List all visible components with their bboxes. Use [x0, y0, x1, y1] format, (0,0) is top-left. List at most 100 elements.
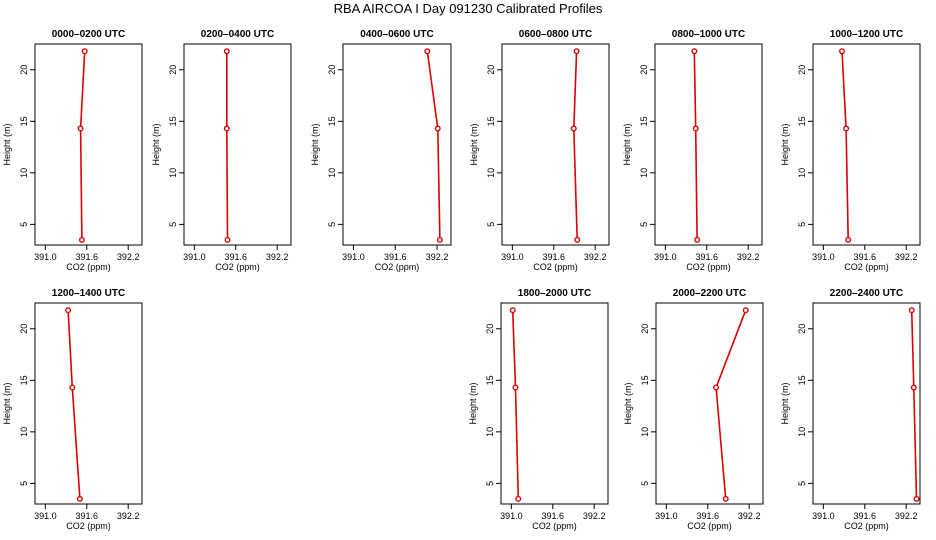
y-axis-label: Height (m) — [623, 382, 633, 424]
series-line — [67, 310, 81, 499]
data-point — [509, 307, 516, 314]
x-tick-label: 391.6 — [76, 252, 99, 262]
x-tick-label: 391.6 — [542, 511, 565, 521]
y-axis-label: Height (m) — [468, 382, 478, 424]
plot-frame — [655, 302, 764, 505]
y-tick-label: 15 — [640, 375, 650, 385]
plot-frame — [34, 43, 143, 246]
y-tick-label: 15 — [485, 375, 495, 385]
data-point — [512, 384, 519, 391]
x-tick-label: 391.0 — [655, 511, 678, 521]
y-tick-label: 15 — [797, 116, 807, 126]
x-tick-label: 391.6 — [384, 252, 407, 262]
plot-frame — [500, 302, 609, 505]
x-tick-label: 391.6 — [854, 252, 877, 262]
series-line — [79, 51, 86, 240]
y-tick-label: 10 — [327, 168, 337, 178]
x-tick-label: 391.6 — [696, 252, 719, 262]
x-tick-label: 391.6 — [697, 511, 720, 521]
panel-6: 1000–1200 UTC 391.0 391.6 392.2 5 10 15 20 CO2 (… — [780, 29, 921, 272]
y-tick-label: 15 — [327, 116, 337, 126]
x-tick-label: 391.6 — [225, 252, 248, 262]
panel-title: 0400–0600 UTC — [360, 29, 433, 40]
plot-frame — [654, 43, 763, 246]
y-tick-label: 5 — [486, 222, 496, 227]
series-line — [511, 310, 520, 499]
y-tick-label: 15 — [797, 375, 807, 385]
plot-frame — [812, 302, 921, 505]
panel-5: 0800–1000 UTC 391.0 391.6 392.2 5 10 15 20 CO2 (… — [622, 29, 763, 272]
data-point — [76, 495, 83, 502]
panel-title: 0000–0200 UTC — [52, 29, 125, 40]
data-point — [436, 236, 443, 243]
plot-frame — [342, 43, 452, 246]
data-point — [69, 384, 76, 391]
data-point — [910, 384, 917, 391]
y-tick-label: 15 — [639, 116, 649, 126]
data-point — [78, 236, 85, 243]
y-axis-label: Height (m) — [469, 123, 479, 165]
panel-10: 2200–2400 UTC 391.0 391.6 392.2 5 10 15 20 CO2 (… — [780, 288, 921, 531]
y-tick-label: 20 — [485, 324, 495, 334]
y-tick-label: 20 — [19, 324, 29, 334]
y-axis-label: Height (m) — [780, 382, 790, 424]
y-tick-label: 15 — [19, 375, 29, 385]
data-point — [713, 384, 720, 391]
x-tick-label: 391.0 — [183, 252, 206, 262]
data-point — [742, 307, 749, 314]
data-point — [913, 495, 920, 502]
y-tick-label: 20 — [486, 65, 496, 75]
x-tick-label: 391.0 — [34, 511, 57, 521]
series-line — [572, 51, 578, 240]
x-tick-label: 392.2 — [426, 252, 449, 262]
x-tick-label: 392.2 — [117, 511, 140, 521]
y-tick-label: 20 — [797, 324, 807, 334]
x-axis-label: CO2 (ppm) — [687, 521, 732, 531]
y-tick-label: 5 — [797, 481, 807, 486]
y-tick-label: 5 — [19, 481, 29, 486]
data-point — [692, 125, 699, 132]
x-tick-label: 391.6 — [854, 511, 877, 521]
y-tick-label: 5 — [168, 222, 178, 227]
x-tick-label: 391.0 — [500, 511, 523, 521]
panels: 0000–0200 UTC 391.0 391.6 392.2 5 10 15 20 CO2 (… — [2, 29, 921, 531]
panel-title: 1000–1200 UTC — [830, 29, 903, 40]
y-tick-label: 15 — [486, 116, 496, 126]
y-tick-label: 5 — [797, 222, 807, 227]
data-point — [838, 48, 845, 55]
panel-4: 0600–0800 UTC 391.0 391.6 392.2 5 10 15 20 CO2 (… — [469, 29, 610, 272]
panel-title: 1800–2000 UTC — [518, 288, 591, 299]
data-point — [573, 48, 580, 55]
figure-title: RBA AIRCOA I Day 091230 Calibrated Profi… — [334, 1, 603, 16]
series-line — [715, 309, 747, 499]
plot-frame — [183, 43, 292, 246]
y-tick-label: 20 — [168, 65, 178, 75]
panel-title: 1200–1400 UTC — [52, 288, 125, 299]
data-point — [65, 307, 72, 314]
data-point — [843, 125, 850, 132]
y-tick-label: 15 — [19, 116, 29, 126]
series-line — [426, 51, 441, 240]
panel-title: 0600–0800 UTC — [519, 29, 592, 40]
y-tick-label: 10 — [485, 427, 495, 437]
x-tick-label: 391.6 — [76, 511, 99, 521]
data-point — [722, 495, 729, 502]
x-axis-label: CO2 (ppm) — [532, 521, 577, 531]
panel-3: 0400–0600 UTC 391.0 391.6 392.2 5 10 15 20 CO2 (… — [310, 29, 452, 272]
data-point — [694, 236, 701, 243]
data-point — [908, 307, 915, 314]
x-tick-label: 391.0 — [501, 252, 524, 262]
y-tick-label: 5 — [639, 222, 649, 227]
series-line — [841, 51, 849, 240]
panel-2: 0200–0400 UTC 391.0 391.6 392.2 5 10 15 20 CO2 (… — [151, 29, 292, 272]
y-tick-label: 10 — [640, 427, 650, 437]
x-axis-label: CO2 (ppm) — [686, 262, 731, 272]
data-point — [434, 125, 441, 132]
data-point — [691, 48, 698, 55]
y-tick-label: 10 — [486, 168, 496, 178]
y-tick-label: 10 — [797, 427, 807, 437]
data-point — [81, 48, 88, 55]
y-axis-label: Height (m) — [622, 123, 632, 165]
x-axis-label: CO2 (ppm) — [66, 262, 111, 272]
